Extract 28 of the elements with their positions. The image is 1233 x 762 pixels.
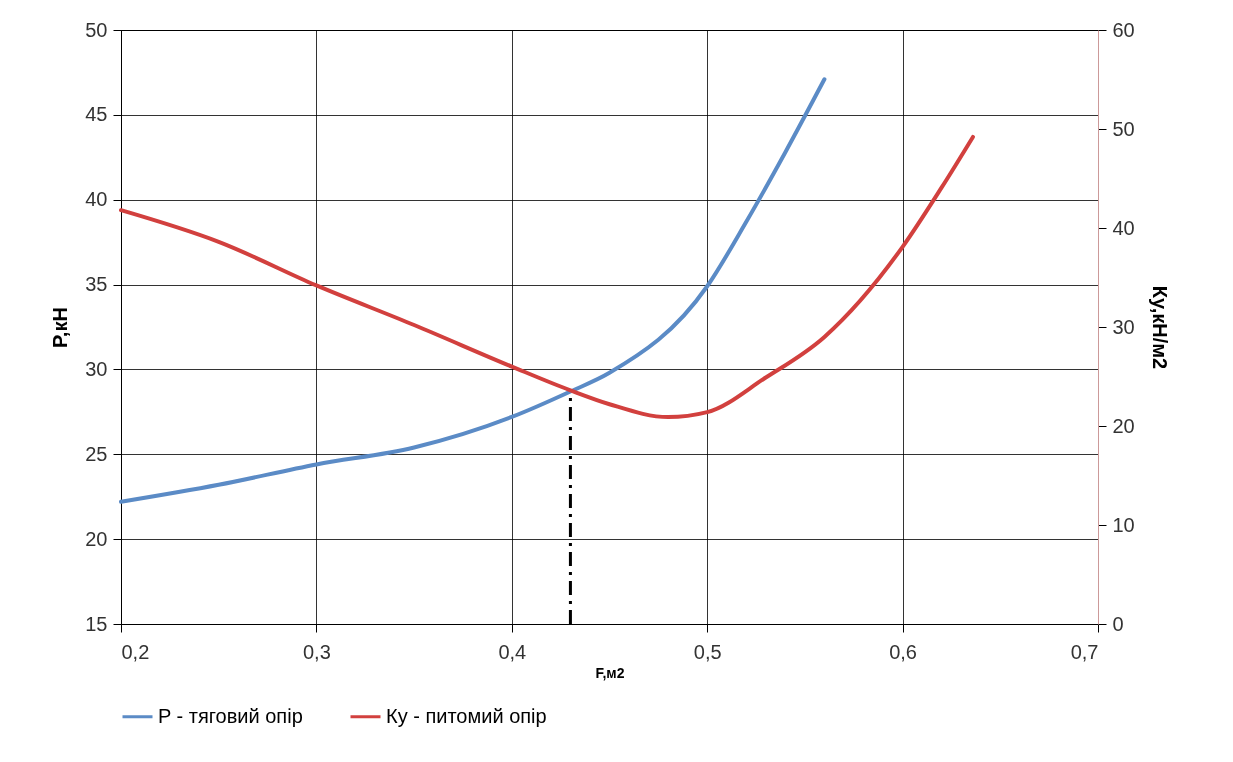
y2-tick-label: 0 [1112, 612, 1124, 635]
y2-axis-title: Ку,кН/м2 [1148, 285, 1171, 370]
x-tick-label: 0,5 [693, 640, 722, 663]
y-tick-label: 45 [85, 103, 108, 126]
y2-tick-label: 30 [1112, 315, 1135, 338]
y-tick-label: 20 [85, 527, 108, 550]
y-tick-label: 35 [85, 273, 108, 296]
y2-tick-label: 60 [1112, 18, 1135, 41]
y-axis-title: P,кН [49, 307, 72, 348]
x-tick-label: 0,3 [302, 640, 331, 663]
y-tick-label: 50 [85, 18, 108, 41]
x-tick-label: 0,6 [889, 640, 918, 663]
y-tick-label: 15 [85, 612, 108, 635]
y2-tick-label: 40 [1112, 216, 1135, 239]
x-tick-label: 0,7 [1070, 640, 1099, 663]
x-tick-label: 0,4 [498, 640, 527, 663]
y2-tick-label: 50 [1112, 117, 1135, 140]
legend-label: Ку - питомий опір [386, 704, 547, 727]
y-tick-label: 40 [85, 188, 108, 211]
y-tick-label: 25 [85, 442, 108, 465]
x-tick-label: 0,2 [121, 640, 150, 663]
legend-label: P - тяговий опір [158, 704, 303, 727]
line-series [119, 77, 827, 504]
line-series [119, 134, 975, 420]
y2-tick-label: 10 [1112, 513, 1135, 536]
y2-tick-label: 20 [1112, 414, 1135, 437]
x-axis-title: F,м2 [595, 664, 625, 681]
y-tick-label: 30 [85, 357, 108, 380]
